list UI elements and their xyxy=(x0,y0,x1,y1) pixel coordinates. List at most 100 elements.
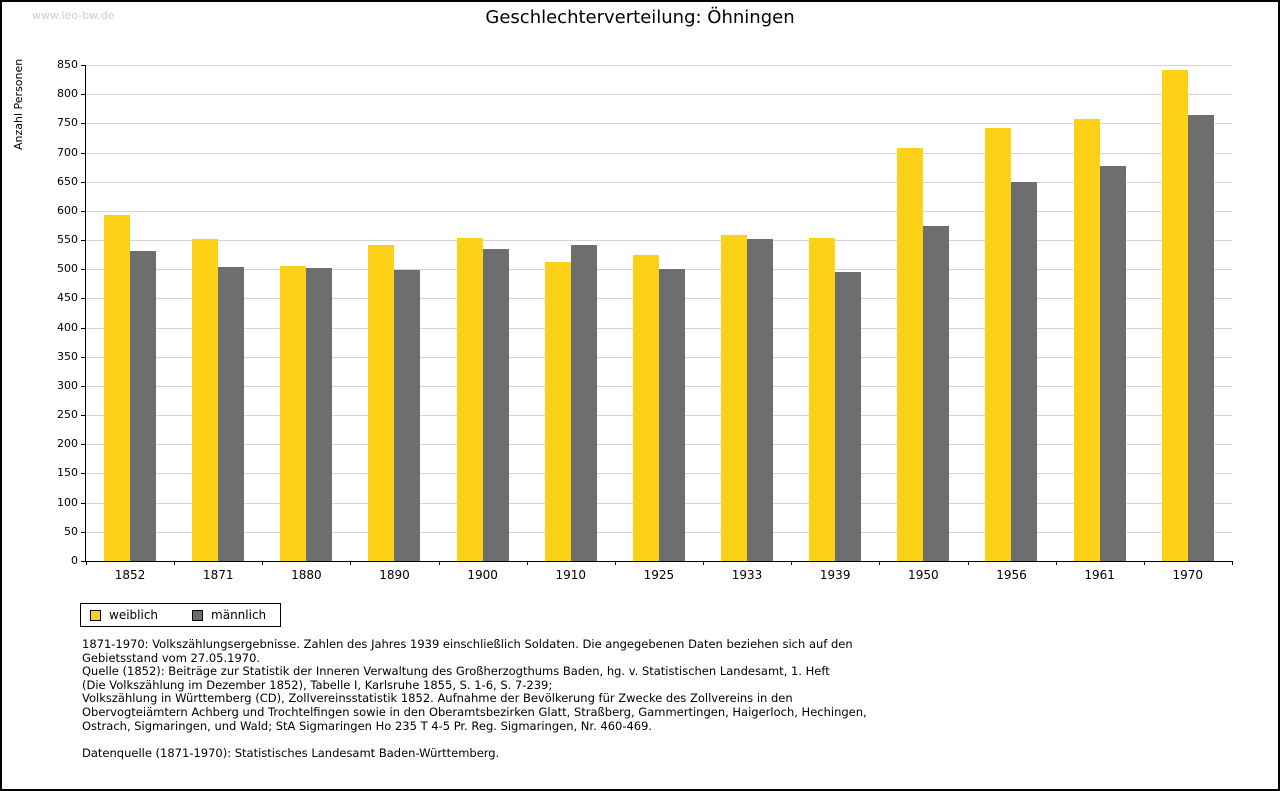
bar-männlich-1956 xyxy=(1011,182,1038,561)
bar-männlich-1880 xyxy=(306,268,333,561)
gridline xyxy=(86,123,1232,124)
bar-group-1933: 1933 xyxy=(721,65,774,582)
x-axis-category-label: 1852 xyxy=(114,568,146,582)
gridline xyxy=(86,65,1232,66)
y-axis-tick xyxy=(81,123,86,124)
bar-weiblich-1852 xyxy=(104,215,131,561)
y-axis-tick-label: 50 xyxy=(64,525,78,538)
bar-groups: 1852 1871 1880 1890 1900 1910 1925 1933 1939 1950… xyxy=(86,65,1232,582)
bar-männlich-1925 xyxy=(658,269,685,561)
gridline xyxy=(86,153,1232,154)
legend-swatch-weiblich xyxy=(90,609,101,621)
footnotes: 1871-1970: Volkszählungsergebnisse. Zahl… xyxy=(82,637,867,760)
y-axis-tick-label: 600 xyxy=(57,204,78,217)
x-axis-category-label: 1900 xyxy=(467,568,498,582)
legend: weiblich männlich xyxy=(80,603,282,627)
x-axis-tick xyxy=(1144,561,1145,565)
bar-group-1961: 1961 xyxy=(1073,65,1126,582)
y-axis-tick xyxy=(81,182,86,183)
x-axis-tick xyxy=(350,561,351,565)
y-axis-tick-label: 350 xyxy=(57,350,78,363)
gridline xyxy=(86,182,1232,183)
bar-group-1852: 1852 xyxy=(104,65,157,582)
bar-weiblich-1956 xyxy=(985,128,1012,561)
bar-group-1900: 1900 xyxy=(456,65,509,582)
y-axis-tick xyxy=(81,328,86,329)
bar-group-1970: 1970 xyxy=(1161,65,1214,582)
watermark: www.leo-bw.de xyxy=(32,9,115,22)
y-axis-tick xyxy=(81,386,86,387)
bar-männlich-1852 xyxy=(130,251,157,561)
footnote-line: Datenquelle (1871-1970): Statistisches L… xyxy=(82,745,500,760)
y-axis-tick xyxy=(81,94,86,95)
bar-männlich-1871 xyxy=(218,267,245,561)
y-axis-tick-label: 650 xyxy=(57,175,78,188)
x-axis-category-label: 1925 xyxy=(643,568,675,582)
x-axis-tick xyxy=(879,561,880,565)
footnote-line: Quelle (1852): Beiträge zur Statistik de… xyxy=(82,664,830,679)
y-axis-tick xyxy=(81,298,86,299)
footnote-line: Ostrach, Sigmaringen, und Wald; StA Sigm… xyxy=(82,718,653,733)
legend-label: weiblich xyxy=(109,608,159,622)
bar-männlich-1900 xyxy=(482,249,509,561)
y-axis-tick xyxy=(81,240,86,241)
x-axis-category-label: 1890 xyxy=(379,568,410,582)
y-axis-tick-label: 750 xyxy=(57,116,78,129)
bar-group-1939: 1939 xyxy=(809,65,862,582)
x-axis-tick xyxy=(791,561,792,565)
x-axis-tick xyxy=(1232,561,1233,565)
gridline xyxy=(86,94,1232,95)
y-axis-tick-label: 150 xyxy=(57,466,78,479)
bar-männlich-1950 xyxy=(923,226,950,561)
bar-group-1925: 1925 xyxy=(632,65,685,582)
y-axis-tick xyxy=(81,415,86,416)
y-axis-tick xyxy=(81,153,86,154)
x-axis-tick xyxy=(1056,561,1057,565)
y-axis-tick-label: 500 xyxy=(57,262,78,275)
x-axis-tick xyxy=(703,561,704,565)
y-axis-tick-label: 450 xyxy=(57,291,78,304)
y-axis-tick-label: 400 xyxy=(57,321,78,334)
gridline xyxy=(86,240,1232,241)
y-axis-tick-label: 550 xyxy=(57,233,78,246)
bar-weiblich-1871 xyxy=(192,239,219,561)
bar-group-1880: 1880 xyxy=(280,65,333,582)
bar-group-1871: 1871 xyxy=(192,65,245,582)
footnote-line xyxy=(82,733,867,747)
legend-item-weiblich: weiblich xyxy=(90,608,158,622)
legend-label: männlich xyxy=(211,608,267,622)
bar-weiblich-1961 xyxy=(1073,119,1100,561)
x-axis-tick xyxy=(527,561,528,565)
bar-männlich-1933 xyxy=(747,239,774,561)
bar-weiblich-1880 xyxy=(280,266,307,561)
y-axis-tick xyxy=(81,65,86,66)
x-axis-category-label: 1933 xyxy=(731,568,763,582)
chart-title: Geschlechterverteilung: Öhningen xyxy=(485,7,795,28)
footnote-line: Obervogteiämtern Achberg und Trochtelfin… xyxy=(82,704,867,719)
y-axis-tick-label: 200 xyxy=(57,437,78,450)
legend-item-männlich: männlich xyxy=(192,608,266,622)
y-axis-tick xyxy=(81,211,86,212)
y-axis-tick-label: 250 xyxy=(57,408,78,421)
y-axis-tick xyxy=(81,532,86,533)
x-axis-tick xyxy=(86,561,87,565)
bar-männlich-1890 xyxy=(394,270,421,561)
y-axis-tick-label: 0 xyxy=(71,554,78,567)
x-axis-tick xyxy=(174,561,175,565)
y-axis-tick-label: 300 xyxy=(57,379,78,392)
bar-weiblich-1900 xyxy=(456,238,483,561)
x-axis-category-label: 1950 xyxy=(908,568,939,582)
x-axis-tick xyxy=(262,561,263,565)
footnote-line: Gebietsstand vom 27.05.1970. xyxy=(82,650,261,665)
x-axis-category-label: 1939 xyxy=(819,568,851,582)
legend-swatch-männlich xyxy=(192,609,204,621)
bar-group-1890: 1890 xyxy=(368,65,421,582)
footnote-line: 1871-1970: Volkszählungsergebnisse. Zahl… xyxy=(82,637,853,651)
x-axis-category-label: 1970 xyxy=(1172,568,1204,582)
y-axis-title: Anzahl Personen xyxy=(12,58,25,150)
bar-männlich-1961 xyxy=(1099,166,1126,561)
y-axis-tick xyxy=(81,269,86,270)
bar-weiblich-1970 xyxy=(1161,70,1188,561)
x-axis-category-label: 1910 xyxy=(555,568,587,582)
y-axis-tick xyxy=(81,357,86,358)
